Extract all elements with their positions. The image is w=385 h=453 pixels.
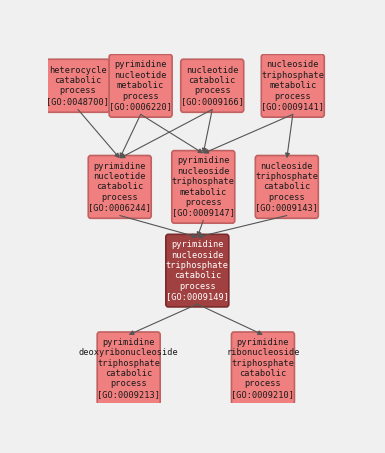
FancyBboxPatch shape [231,332,295,405]
FancyBboxPatch shape [166,234,229,307]
FancyBboxPatch shape [97,332,160,405]
FancyBboxPatch shape [172,151,235,223]
FancyBboxPatch shape [88,155,151,218]
Text: nucleoside
triphosphate
metabolic
process
[GO:0009141]: nucleoside triphosphate metabolic proces… [261,60,324,111]
FancyBboxPatch shape [181,59,244,112]
Text: pyrimidine
ribonucleoside
triphosphate
catabolic
process
[GO:0009210]: pyrimidine ribonucleoside triphosphate c… [226,338,300,399]
Text: nucleoside
triphosphate
catabolic
process
[GO:0009143]: nucleoside triphosphate catabolic proces… [255,162,318,212]
Text: pyrimidine
nucleoside
triphosphate
catabolic
process
[GO:0009149]: pyrimidine nucleoside triphosphate catab… [166,240,229,301]
Text: pyrimidine
nucleoside
triphosphate
metabolic
process
[GO:0009147]: pyrimidine nucleoside triphosphate metab… [172,156,235,217]
FancyBboxPatch shape [47,59,109,112]
Text: pyrimidine
deoxyribonucleoside
triphosphate
catabolic
process
[GO:0009213]: pyrimidine deoxyribonucleoside triphosph… [79,338,179,399]
FancyBboxPatch shape [255,155,318,218]
Text: pyrimidine
nucleotide
metabolic
process
[GO:0006220]: pyrimidine nucleotide metabolic process … [109,60,172,111]
FancyBboxPatch shape [109,54,172,117]
FancyBboxPatch shape [261,54,324,117]
Text: heterocycle
catabolic
process
[GO:0048700]: heterocycle catabolic process [GO:004870… [47,66,109,106]
Text: nucleotide
catabolic
process
[GO:0009166]: nucleotide catabolic process [GO:0009166… [181,66,244,106]
Text: pyrimidine
nucleotide
catabolic
process
[GO:0006244]: pyrimidine nucleotide catabolic process … [88,162,151,212]
